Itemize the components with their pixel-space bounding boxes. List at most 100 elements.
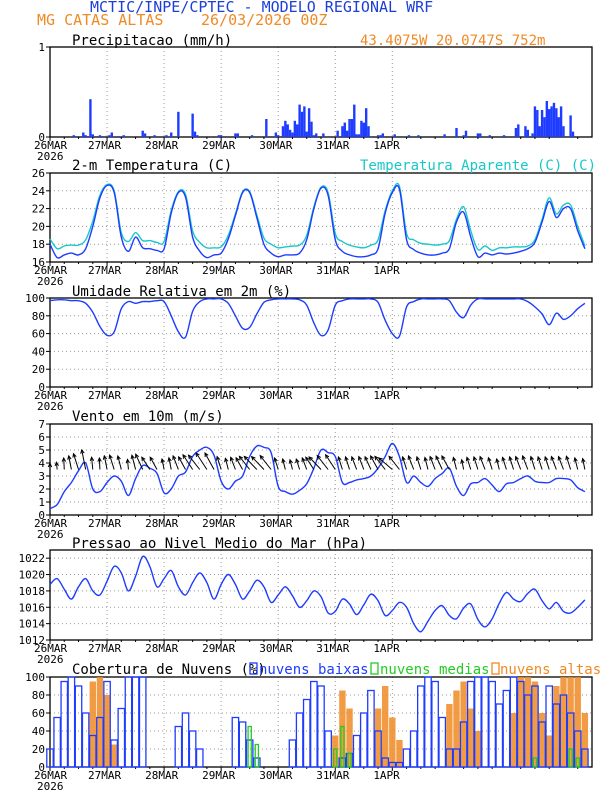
wind-vector-head (388, 455, 393, 461)
y-tick-label: 18 (32, 238, 45, 251)
cloud-low-bar (374, 730, 382, 768)
cloud-low-bar (88, 734, 97, 768)
wind-vector-head (102, 454, 108, 460)
cloud-low-bar (181, 712, 190, 768)
wind-vector-head (288, 458, 293, 464)
cloud-high-bar (446, 704, 453, 767)
cloud-low-bar (438, 716, 447, 768)
wind-vector (68, 455, 72, 470)
precip-bar (336, 130, 339, 137)
wind-vector (195, 452, 208, 470)
wind-vector-head (565, 455, 570, 461)
y-tick-label: 60 (32, 328, 45, 341)
wind-vector (305, 456, 315, 470)
cloud-low-bar (409, 730, 418, 768)
header-run: 26/03/2026 00Z (201, 11, 327, 29)
wind-vector-head (259, 454, 265, 460)
cloud-low-bar (124, 676, 133, 768)
cloud-low-bar (388, 761, 397, 768)
x-year-label: 2026 (37, 400, 64, 413)
cloud-low-bar (416, 685, 425, 768)
cloud-low-bar (481, 676, 489, 768)
wind-vector-head (429, 455, 434, 461)
x-tick-label: 1APR (373, 139, 400, 152)
wind-vector (98, 457, 101, 470)
x-tick-label: 27MAR (88, 264, 121, 277)
wind-vector (274, 457, 279, 470)
cloud-high-bar (517, 677, 524, 767)
wind-vector-head (167, 456, 172, 462)
wind-vector-head (415, 455, 420, 461)
cloud-high-bar (396, 740, 403, 767)
precip-bar (524, 126, 527, 137)
panel-title: Umidade Relativa em 2m (%) (72, 284, 291, 300)
cloud-low-bar (110, 739, 119, 768)
wind-vector (182, 454, 194, 470)
cloud-low-bar (538, 721, 546, 768)
wind-vector (117, 455, 122, 470)
wind-vector (351, 456, 358, 470)
cloud-high-bar (381, 686, 389, 767)
precip-bar (364, 108, 368, 137)
wind-vector-head (61, 456, 67, 462)
cloud-low-bar (474, 676, 482, 768)
precip-bar (98, 135, 102, 137)
y-tick-label: 100 (25, 671, 45, 684)
y-tick-label: 0 (38, 381, 45, 394)
wind-vector (126, 459, 129, 470)
precip-bar (74, 136, 78, 137)
wind-vector-head (204, 451, 209, 458)
wind-vector-head (557, 455, 562, 461)
x-tick-label: 26MAR (34, 139, 67, 152)
wind-vector (103, 455, 108, 470)
apparent-temperature-line (49, 182, 586, 252)
x-tick-label: 30MAR (259, 517, 292, 530)
precip-bar (303, 106, 306, 137)
cloud-low-bar (367, 689, 375, 768)
x-tick-label: 29MAR (202, 139, 235, 152)
cloud-high-bar (553, 686, 560, 767)
x-tick-label: 29MAR (202, 769, 235, 782)
precip-bar (143, 133, 147, 137)
legend-apparent-temperature: Temperatura Aparente (C) (C) (360, 158, 596, 174)
precip-bar (312, 135, 316, 137)
x-tick-label: 28MAR (145, 769, 178, 782)
precip-bar (286, 124, 289, 137)
wind-vector (73, 453, 80, 470)
x-tick-label: 28MAR (145, 517, 178, 530)
wind-vector-head (407, 454, 412, 460)
wind-vector (308, 456, 322, 470)
wind-vector-head (501, 456, 506, 462)
x-tick-label: 1APR (373, 517, 400, 530)
legend-swatch-high (491, 662, 500, 675)
wind-vector (295, 458, 301, 470)
y-tick-label: 1020 (19, 569, 46, 582)
x-tick-label: 1APR (373, 769, 400, 782)
wind-vector (574, 457, 579, 470)
wind-vector (135, 454, 144, 470)
cloud-high-bar (546, 735, 553, 767)
y-tick-label: 1016 (19, 601, 46, 614)
wind-vector (364, 456, 372, 470)
cloud-low-bar (381, 757, 390, 768)
x-tick-label: 28MAR (145, 264, 178, 277)
y-tick-label: 1 (38, 496, 45, 509)
cloud-low-bar (103, 680, 111, 768)
wind-vector-head (89, 456, 95, 462)
panel-title: 2-m Temperatura (C) (72, 158, 232, 174)
wind-vector (81, 449, 87, 470)
x-tick-label: 29MAR (202, 517, 235, 530)
wind-vector-head (67, 454, 72, 460)
x-year-label: 2026 (37, 528, 64, 541)
precip-bar (393, 134, 396, 137)
wind-vector (230, 457, 236, 470)
x-tick-label: 27MAR (88, 769, 121, 782)
cloud-low-bar (509, 676, 518, 768)
precip-bar (281, 126, 285, 137)
cloud-cover-panel: 0 20 40 60 80 100 26MAR 27MAR 28MAR 29MAR 30MAR 31M… (25, 662, 601, 792)
panel-frame (49, 549, 593, 641)
wind-vector-head (224, 457, 229, 463)
y-tick-label: 1022 (19, 552, 46, 565)
wind-vector (259, 455, 272, 470)
cloud-high-bar (524, 677, 532, 767)
